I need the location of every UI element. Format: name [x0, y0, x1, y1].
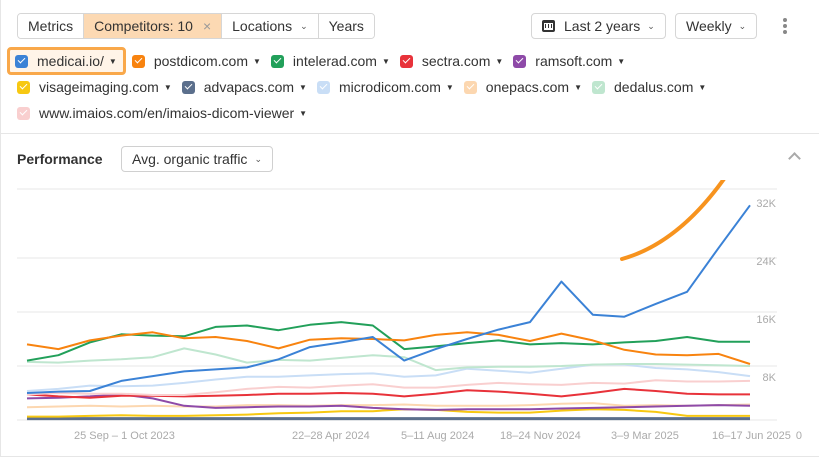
legend-label: postdicom.com [153, 53, 248, 69]
x-tick: 25 Sep – 1 Oct 2023 [74, 430, 175, 442]
growth-arrow-annotation [620, 144, 746, 261]
checkbox-checked-icon[interactable] [316, 80, 330, 94]
line-chart-canvas [17, 144, 777, 421]
series-line [26, 393, 751, 411]
competitors-label: Competitors: 10 [94, 18, 193, 34]
checkbox-checked-icon[interactable] [270, 54, 284, 68]
checkbox-checked-icon[interactable] [592, 80, 605, 94]
checkbox-checked-icon[interactable] [513, 54, 527, 68]
calendar-icon [542, 20, 555, 32]
chevron-down-icon: ⌄ [254, 153, 262, 164]
y-tick-16k: 16K [756, 314, 776, 326]
metric-select[interactable]: Avg. organic traffic ⌄ [121, 146, 273, 172]
caret-down-icon[interactable]: ▼ [299, 82, 307, 92]
caret-down-icon[interactable]: ▼ [299, 108, 308, 118]
checkbox-checked-icon[interactable] [15, 54, 28, 68]
series-line [26, 347, 751, 372]
caret-down-icon[interactable]: ▼ [253, 56, 261, 66]
legend-item-imaios[interactable]: www.imaios.com/en/imaios-dicom-viewer ▼ [17, 101, 307, 125]
locations-label: Locations [232, 18, 293, 34]
checkbox-checked-icon[interactable] [399, 54, 413, 68]
section-divider [0, 133, 819, 134]
legend-label: dedalus.com [614, 79, 694, 95]
performance-chart: 32K 24K 16K 8K 0 25 Sep – 1 Oct 2023 22–… [0, 144, 819, 457]
checkbox-checked-icon[interactable] [17, 106, 30, 120]
legend-item-visageimaging[interactable]: visageimaging.com ▼ [17, 75, 172, 99]
series-line [27, 408, 750, 418]
metric-select-label: Avg. organic traffic [132, 151, 248, 167]
checkbox-checked-icon[interactable] [17, 80, 30, 94]
legend-item-ramsoft[interactable]: ramsoft.com ▼ [513, 49, 625, 73]
caret-down-icon[interactable]: ▼ [574, 82, 582, 92]
series-line [26, 321, 750, 362]
legend-item-postdicom[interactable]: postdicom.com ▼ [131, 49, 261, 73]
legend-label: microdicom.com [338, 79, 441, 95]
caret-down-icon[interactable]: ▼ [163, 82, 172, 92]
x-tick: 22–28 Apr 2024 [292, 430, 370, 442]
checkbox-checked-icon[interactable] [463, 80, 477, 94]
caret-down-icon[interactable]: ▼ [381, 56, 390, 66]
legend-item-sectra[interactable]: sectra.com ▼ [399, 49, 504, 73]
collapse-chevron-up-icon[interactable] [787, 151, 801, 163]
y-tick-0: 0 [795, 430, 802, 442]
series-line [26, 379, 751, 396]
x-tick: 18–24 Nov 2024 [500, 430, 581, 442]
series-line [26, 363, 751, 392]
caret-down-icon[interactable]: ▼ [108, 56, 117, 66]
legend-label: advapacs.com [203, 79, 295, 95]
chevron-down-icon: ⌄ [300, 20, 308, 31]
legend-label: visageimaging.com [39, 79, 159, 95]
legend-label: medicai.io/ [37, 53, 104, 69]
x-tick: 5–11 Aug 2024 [401, 430, 475, 442]
metrics-label: Metrics [28, 18, 74, 34]
legend-label: ramsoft.com [535, 53, 613, 69]
legend-item-microdicom[interactable]: microdicom.com ▼ [316, 75, 454, 99]
legend-label: www.imaios.com/en/imaios-dicom-viewer [39, 105, 295, 121]
caret-down-icon[interactable]: ▼ [698, 82, 707, 92]
chevron-down-icon: ⌄ [647, 20, 655, 31]
date-range-label: Last 2 years [564, 18, 641, 34]
legend-item-dedalus[interactable]: dedalus.com ▼ [592, 75, 706, 99]
legend-label: sectra.com [421, 53, 491, 69]
legend-label: onepacs.com [485, 79, 570, 95]
filter-segmented-control: Metrics Competitors: 10 × Locations ⌄ Ye… [17, 13, 375, 39]
performance-title: Performance [17, 151, 103, 167]
caret-down-icon[interactable]: ▼ [617, 56, 626, 66]
series-line [26, 204, 751, 394]
years-button[interactable]: Years [318, 14, 374, 38]
legend-label: intelerad.com [292, 53, 377, 69]
granularity-button[interactable]: Weekly ⌄ [675, 13, 758, 39]
y-tick-24k: 24K [756, 256, 776, 268]
caret-down-icon[interactable]: ▼ [495, 56, 504, 66]
series-line [26, 331, 751, 365]
locations-button[interactable]: Locations ⌄ [222, 14, 319, 38]
y-tick-32k: 32K [756, 198, 776, 210]
granularity-label: Weekly [686, 18, 732, 34]
checkbox-checked-icon[interactable] [181, 80, 195, 94]
date-range-button[interactable]: Last 2 years ⌄ [531, 13, 666, 39]
competitors-button[interactable]: Competitors: 10 × [84, 14, 223, 38]
years-label: Years [328, 18, 364, 34]
caret-down-icon[interactable]: ▼ [445, 82, 454, 92]
legend-item-intelerad[interactable]: intelerad.com ▼ [270, 49, 390, 73]
legend-item-onepacs[interactable]: onepacs.com ▼ [463, 75, 582, 99]
x-tick: 3–9 Mar 2025 [611, 430, 679, 442]
legend-item-advapacs[interactable]: advapacs.com ▼ [181, 75, 307, 99]
series-line [26, 402, 751, 409]
competitors-legend: medicai.io/ ▼ postdicom.com ▼ intelerad.… [7, 47, 797, 126]
metrics-button[interactable]: Metrics [18, 14, 85, 38]
more-options-icon[interactable] [780, 17, 790, 35]
chart-series-lines [26, 204, 751, 421]
close-icon[interactable]: × [202, 18, 212, 34]
legend-item-medicai[interactable]: medicai.io/ ▼ [7, 47, 126, 75]
x-tick: 16–17 Jun 2025 [712, 430, 791, 442]
checkbox-checked-icon[interactable] [131, 54, 145, 68]
chevron-down-icon: ⌄ [738, 20, 747, 31]
y-tick-8k: 8K [762, 372, 776, 384]
